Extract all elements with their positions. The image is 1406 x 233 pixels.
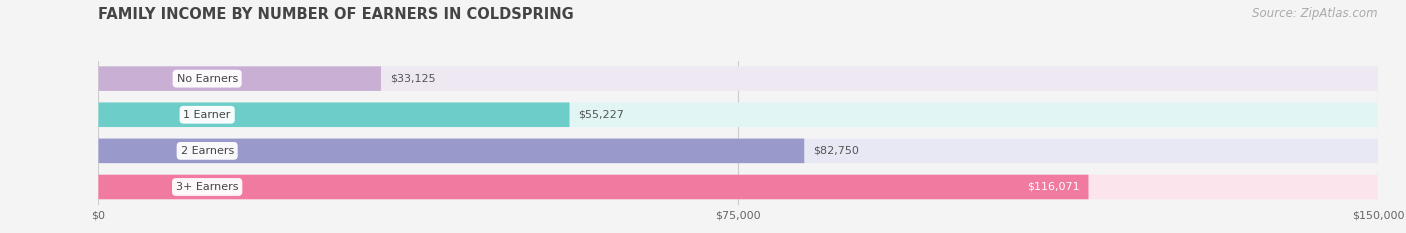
FancyBboxPatch shape <box>98 175 1378 199</box>
FancyBboxPatch shape <box>98 103 1378 127</box>
Text: 1 Earner: 1 Earner <box>184 110 231 120</box>
FancyBboxPatch shape <box>98 66 1378 91</box>
FancyBboxPatch shape <box>98 66 381 91</box>
FancyBboxPatch shape <box>98 175 1088 199</box>
Text: Source: ZipAtlas.com: Source: ZipAtlas.com <box>1253 7 1378 20</box>
Text: $82,750: $82,750 <box>813 146 859 156</box>
FancyBboxPatch shape <box>98 103 569 127</box>
FancyBboxPatch shape <box>98 139 804 163</box>
FancyBboxPatch shape <box>98 139 1378 163</box>
Text: FAMILY INCOME BY NUMBER OF EARNERS IN COLDSPRING: FAMILY INCOME BY NUMBER OF EARNERS IN CO… <box>98 7 574 22</box>
Text: $116,071: $116,071 <box>1026 182 1080 192</box>
Text: $55,227: $55,227 <box>578 110 624 120</box>
Text: 3+ Earners: 3+ Earners <box>176 182 239 192</box>
Text: 2 Earners: 2 Earners <box>180 146 233 156</box>
Text: $33,125: $33,125 <box>389 74 436 84</box>
Text: No Earners: No Earners <box>177 74 238 84</box>
